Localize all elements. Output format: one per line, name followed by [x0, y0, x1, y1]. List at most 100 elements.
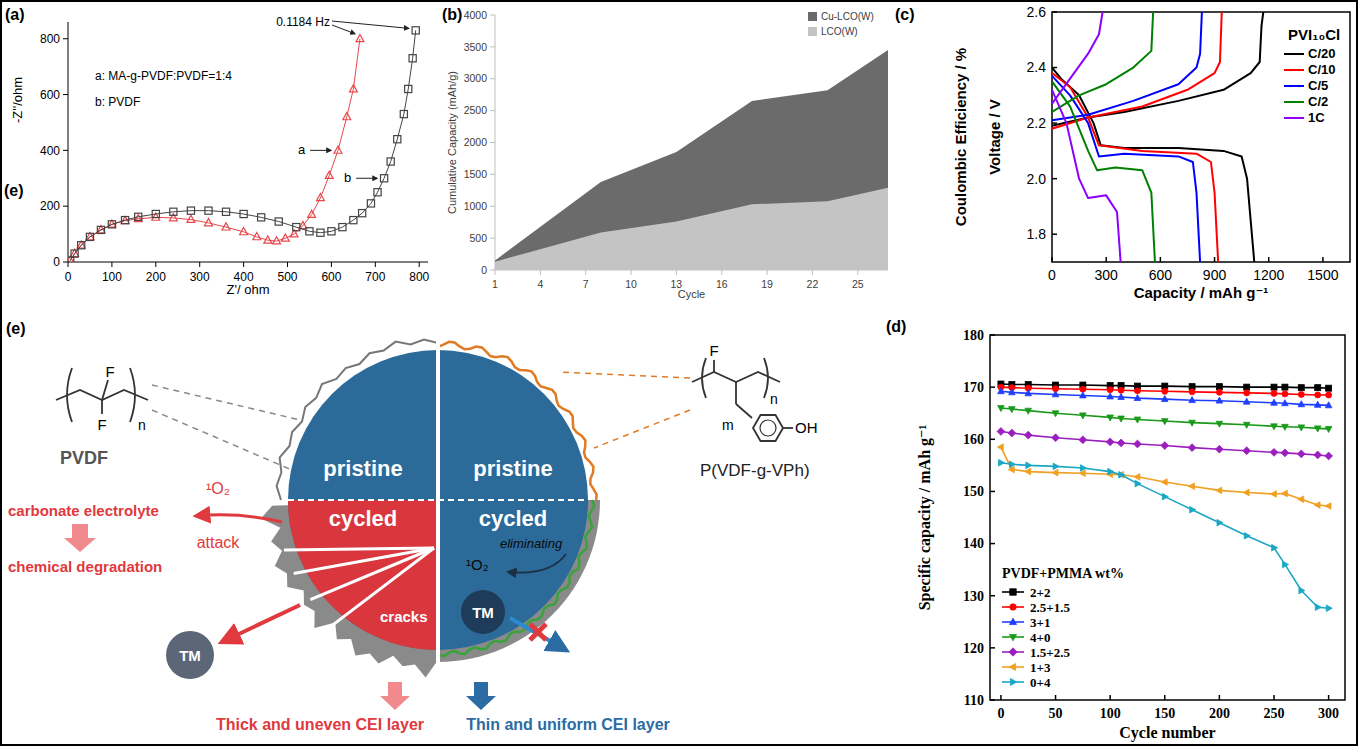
bond: [102, 380, 108, 400]
y-tick-label: 110: [964, 693, 984, 708]
legend-label: 1.5+2.5: [1030, 645, 1070, 660]
y-tick-label: 180: [963, 328, 984, 343]
marker: [1314, 426, 1321, 432]
y-tick: [490, 78, 495, 79]
marker: [1079, 436, 1087, 444]
legend-label: 0+4: [1030, 675, 1051, 690]
legend-label: C/10: [1308, 62, 1335, 77]
y-tick-label: 130: [963, 589, 984, 604]
marker: [1162, 388, 1168, 394]
marker: [1243, 398, 1250, 404]
x-tick: [1214, 257, 1216, 262]
x-axis: [68, 262, 428, 263]
series-line: [70, 39, 360, 261]
label: ¹O₂: [466, 556, 489, 573]
marker: [1134, 474, 1140, 481]
marker: [367, 200, 374, 207]
plot-frame: [990, 335, 1345, 700]
y-tick: [490, 270, 495, 271]
legend-label: 1+3: [1030, 660, 1051, 675]
bond: [692, 372, 780, 382]
leader: [560, 372, 690, 378]
y-tick-label: 600: [40, 88, 60, 102]
x-tick-label: 25: [852, 278, 864, 290]
y-tick-label: 120: [963, 641, 984, 656]
y-tick: [63, 262, 68, 263]
caption: Thick and uneven CEI layer: [216, 716, 424, 733]
marker: [394, 136, 401, 143]
series-line: [1001, 391, 1329, 405]
marker: [222, 223, 230, 230]
marker: [1025, 468, 1031, 475]
marker: [1298, 391, 1304, 397]
marker: [359, 210, 366, 217]
y-tick-label: 2.6: [1027, 4, 1047, 20]
x-axis-title: Cycle: [678, 288, 706, 300]
legend-line: [1284, 53, 1304, 55]
marker: [1188, 444, 1196, 452]
marker: [1161, 479, 1167, 486]
legend-title: PVDF+PMMA wt%: [1002, 566, 1124, 581]
marker: [1244, 384, 1250, 390]
marker: [1298, 425, 1305, 431]
y-tick: [490, 15, 495, 16]
marker: [1052, 391, 1059, 397]
label: cycled: [479, 506, 548, 531]
marker: [86, 233, 93, 240]
crack: [310, 548, 434, 600]
marker: [108, 221, 115, 228]
marker: [1281, 490, 1287, 497]
annotation: (e): [4, 182, 24, 199]
marker: [1326, 385, 1332, 391]
tm-ion: [166, 631, 214, 679]
legend-marker: [1009, 618, 1016, 624]
tm-ion: [461, 590, 505, 634]
legend-label: 4+0: [1030, 630, 1050, 645]
leader: [594, 410, 690, 448]
bracket: [764, 358, 768, 398]
marker: [281, 234, 289, 241]
y-tick: [990, 491, 995, 493]
y-tick-label: 500: [469, 232, 487, 244]
marker: [1025, 390, 1032, 396]
legend-label: 2.5+1.5: [1030, 600, 1070, 615]
x-tick: [1268, 257, 1270, 262]
marker: [1216, 487, 1222, 494]
label: TM: [472, 604, 494, 621]
axes: 1471013161922250500100015002000250030003…: [464, 9, 888, 290]
x-tick: [331, 262, 332, 267]
bond: [736, 404, 752, 418]
marker: [1243, 447, 1251, 455]
figure-frame: [1, 1, 1357, 745]
annotation: 0.1184 Hz: [276, 15, 330, 29]
marker: [1189, 420, 1196, 426]
x-tick: [199, 262, 200, 267]
marker: [1118, 416, 1125, 422]
x-tick-label: 1200: [1253, 267, 1284, 283]
marker: [1134, 440, 1142, 448]
y-axis-title: Voltage / V: [986, 99, 1003, 175]
arrow: [222, 605, 300, 642]
legend-label: a: MA-g-PVDF:PVDF=1:4: [95, 69, 232, 83]
y-tick-label: 2.4: [1027, 59, 1047, 75]
marker: [86, 233, 94, 240]
x-tick-label: 700: [365, 270, 385, 284]
pointer: [332, 21, 409, 28]
formula: FFn: [56, 363, 148, 433]
y-tick: [490, 174, 495, 175]
marker: [1271, 390, 1277, 396]
label: P(VDF-g-VPh): [700, 461, 810, 480]
marker: [1325, 452, 1333, 460]
plot-area: [1052, 12, 1263, 262]
marker: [222, 208, 229, 215]
marker: [343, 113, 351, 120]
marker: [1106, 438, 1114, 446]
marker: [1216, 421, 1223, 427]
y-axis-title: Specific capacity / mAh g⁻¹: [916, 424, 934, 610]
y-tick-label: 140: [963, 536, 984, 551]
marker: [999, 459, 1005, 466]
marker: [275, 218, 282, 225]
label: attack: [197, 534, 241, 551]
bond: [735, 382, 737, 404]
series-line: [1052, 12, 1155, 262]
